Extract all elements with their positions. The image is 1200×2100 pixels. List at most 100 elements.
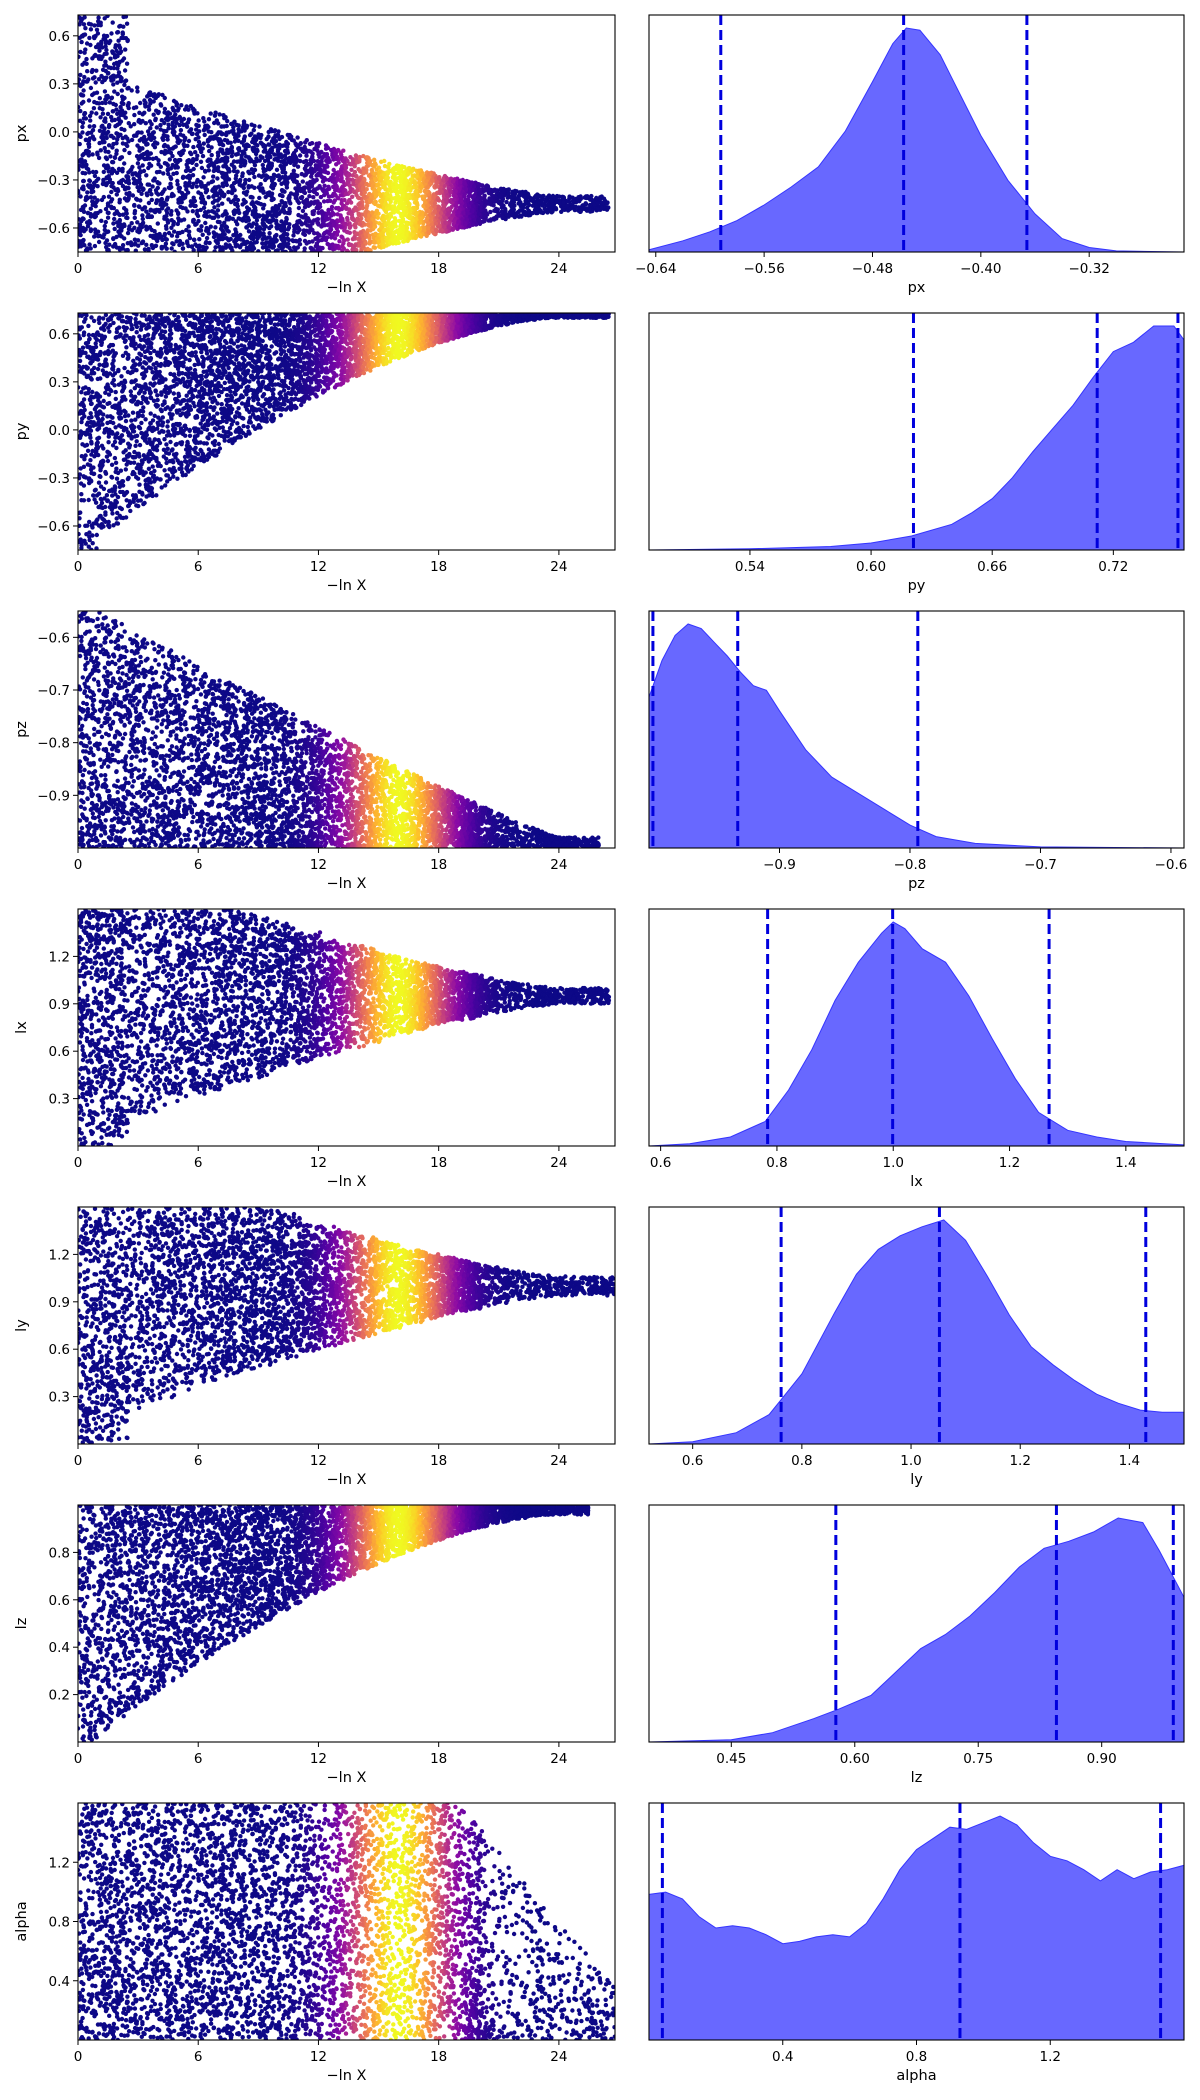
trace-point: [185, 209, 190, 214]
trace-point: [102, 223, 108, 229]
trace-point: [354, 192, 359, 198]
trace-point: [221, 151, 226, 156]
marginal-density-px: [649, 27, 1184, 252]
trace-point: [226, 189, 231, 195]
trace-point: [465, 198, 470, 204]
trace-point: [116, 63, 121, 68]
trace-point: [135, 220, 140, 225]
trace-point: [97, 106, 103, 111]
trace-point: [212, 249, 217, 252]
trace-point: [157, 169, 162, 174]
trace-point: [384, 214, 389, 219]
trace-point: [592, 202, 597, 207]
trace-point: [126, 102, 131, 107]
trace-point: [146, 165, 151, 171]
trace-point: [357, 169, 363, 174]
trace-point: [143, 224, 149, 229]
trace-point: [316, 222, 321, 227]
trace-point: [81, 99, 86, 105]
trace-point: [320, 221, 326, 226]
trace-point: [132, 215, 137, 220]
trace-point: [90, 169, 96, 175]
trace-point: [450, 179, 456, 184]
trace-point: [206, 143, 211, 149]
trace-point: [387, 183, 392, 188]
trace-point: [491, 188, 497, 193]
trace-point: [252, 163, 258, 168]
trace-point: [331, 179, 337, 185]
trace-point: [153, 243, 159, 248]
trace-point: [99, 218, 104, 223]
trace-point: [139, 225, 145, 230]
trace-point: [84, 41, 90, 46]
trace-point: [311, 195, 316, 200]
trace-point: [111, 77, 116, 82]
trace-point: [149, 214, 154, 219]
trace-point: [134, 105, 139, 110]
trace-y-tick-label: 0.6: [49, 29, 70, 45]
trace-point: [246, 169, 251, 174]
trace-point: [109, 205, 114, 211]
trace-point: [125, 241, 130, 246]
trace-point: [180, 193, 186, 198]
trace-point: [232, 208, 237, 213]
trace-point: [108, 38, 113, 44]
trace-point: [134, 179, 139, 184]
trace-point: [97, 233, 103, 238]
trace-point: [424, 178, 429, 184]
trace-point: [236, 138, 241, 143]
trace-point: [109, 31, 114, 36]
trace-point: [363, 232, 368, 237]
trace-point: [92, 195, 97, 200]
trace-point: [238, 232, 243, 238]
trace-point: [117, 245, 122, 251]
trace-point: [328, 227, 334, 232]
trace-point: [164, 246, 169, 251]
trace-point: [87, 35, 92, 41]
trace-point: [482, 187, 487, 192]
trace-point: [179, 149, 185, 154]
trace-point: [241, 197, 246, 203]
trace-point: [334, 232, 340, 237]
trace-point: [222, 192, 227, 197]
trace-point: [327, 242, 332, 248]
trace-point: [550, 202, 555, 207]
trace-point: [396, 175, 401, 181]
trace-point: [266, 134, 271, 140]
trace-point: [317, 184, 322, 189]
trace-point: [78, 157, 83, 163]
trace-point: [410, 218, 415, 223]
trace-point: [231, 128, 236, 133]
trace-point: [130, 164, 135, 170]
trace-point: [110, 109, 116, 114]
trace-point: [87, 136, 93, 141]
trace-point: [470, 214, 476, 219]
trace-point: [189, 131, 195, 137]
trace-point: [570, 198, 576, 204]
trace-point: [323, 215, 329, 220]
trace-point: [111, 141, 116, 147]
marginal-x-axis-label: px: [908, 280, 926, 296]
trace-point: [188, 199, 194, 204]
trace-point: [178, 132, 183, 137]
trace-point: [129, 137, 135, 143]
trace-point: [299, 214, 304, 219]
trace-point: [215, 208, 221, 213]
trace-point: [264, 175, 269, 181]
trace-point: [137, 138, 142, 143]
trace-point: [202, 201, 208, 206]
trace-point: [399, 233, 405, 238]
trace-point: [122, 127, 127, 133]
trace-point: [350, 173, 355, 178]
trace-point: [146, 248, 151, 252]
trace-point: [478, 207, 483, 213]
trace-point: [219, 157, 225, 162]
trace-point: [132, 122, 137, 127]
trace-point: [413, 235, 418, 241]
trace-point: [99, 197, 105, 203]
trace-point: [280, 193, 285, 199]
trace-point: [78, 167, 81, 172]
trace-point: [368, 368, 373, 373]
trace-point: [162, 110, 167, 115]
trace-point: [146, 182, 152, 187]
